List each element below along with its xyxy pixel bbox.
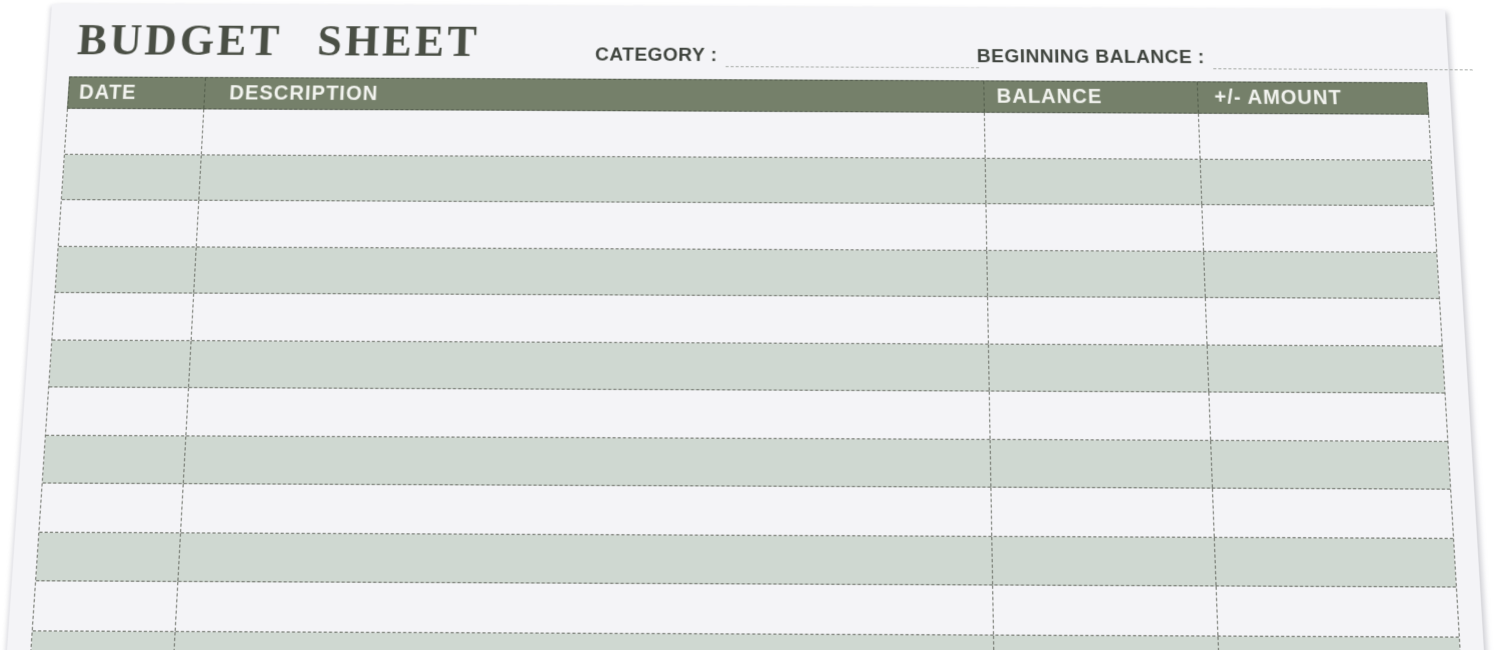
table-row — [58, 200, 1438, 253]
table-cell-balance — [992, 536, 1217, 586]
beginning-balance-label: BEGINNING BALANCE : — [976, 46, 1206, 69]
table-cell-amount — [1218, 636, 1463, 650]
table-cell-date — [36, 532, 182, 581]
table-cell-amount — [1201, 159, 1436, 205]
table-cell-date — [55, 246, 197, 293]
table-cell-description — [175, 581, 995, 634]
table-cell-description — [196, 200, 988, 250]
table-cell-description — [183, 435, 992, 487]
table-cell-balance — [991, 487, 1215, 537]
table-cell-balance — [993, 585, 1219, 635]
table-row — [64, 108, 1433, 161]
column-header-description: DESCRIPTION — [204, 77, 985, 112]
table-cell-balance — [989, 391, 1212, 440]
table-row — [32, 581, 1461, 638]
table-body — [28, 108, 1463, 650]
table-row — [61, 154, 1436, 207]
table-cell-description — [189, 340, 990, 391]
table-cell-description — [172, 631, 995, 650]
table-row — [52, 292, 1444, 347]
table-cell-date — [42, 435, 187, 484]
category-field: CATEGORY : — [594, 44, 979, 69]
budget-table: DATE DESCRIPTION BALANCE +/- AMOUNT — [28, 76, 1463, 650]
sheet-title: BUDGET SHEET — [75, 15, 481, 67]
column-header-date: DATE — [68, 77, 206, 109]
category-label: CATEGORY : — [594, 44, 718, 67]
table-cell-description — [199, 154, 987, 204]
table-cell-date — [58, 200, 200, 246]
table-cell-description — [186, 388, 991, 439]
table-cell-balance — [984, 112, 1201, 159]
table-cell-date — [32, 581, 179, 631]
table-row — [45, 387, 1449, 442]
table-cell-description — [178, 532, 994, 585]
table-cell-amount — [1199, 114, 1433, 159]
table-row — [42, 435, 1452, 490]
table-cell-balance — [994, 635, 1221, 650]
table-cell-date — [64, 108, 205, 154]
table-cell-amount — [1206, 298, 1444, 345]
table-cell-amount — [1204, 251, 1441, 298]
budget-sheet-paper: BUDGET SHEET CATEGORY : BEGINNING BALANC… — [0, 3, 1500, 650]
table-cell-date — [52, 292, 195, 340]
table-cell-date — [45, 387, 189, 435]
beginning-balance-field: BEGINNING BALANCE : — [976, 46, 1473, 71]
table-cell-balance — [985, 158, 1203, 205]
column-header-amount: +/- AMOUNT — [1214, 86, 1343, 110]
table-cell-amount — [1202, 205, 1438, 251]
table-cell-description — [181, 484, 993, 536]
table-cell-amount — [1211, 440, 1452, 488]
table-cell-date — [49, 340, 192, 387]
table-cell-balance — [988, 344, 1210, 392]
table-cell-description — [194, 246, 989, 297]
table-cell-date — [61, 154, 202, 200]
table-cell-balance — [990, 439, 1213, 488]
table-row — [39, 483, 1455, 539]
table-cell-description — [201, 109, 986, 158]
table-row — [49, 340, 1447, 394]
table-row — [55, 246, 1441, 300]
category-fill-line — [725, 47, 979, 69]
beginning-balance-fill-line — [1212, 50, 1473, 71]
table-cell-amount — [1208, 345, 1447, 392]
table-cell-balance — [986, 204, 1205, 251]
table-row — [36, 532, 1458, 588]
table-cell-amount — [1209, 393, 1449, 441]
table-cell-amount — [1215, 537, 1458, 586]
column-header-balance: BALANCE — [984, 81, 1199, 113]
table-cell-amount — [1213, 489, 1455, 538]
table-cell-balance — [988, 297, 1208, 344]
table-cell-date — [29, 630, 176, 650]
table-cell-date — [39, 483, 184, 532]
table-cell-amount — [1217, 586, 1461, 636]
table-cell-description — [191, 293, 989, 344]
table-cell-balance — [987, 250, 1206, 297]
